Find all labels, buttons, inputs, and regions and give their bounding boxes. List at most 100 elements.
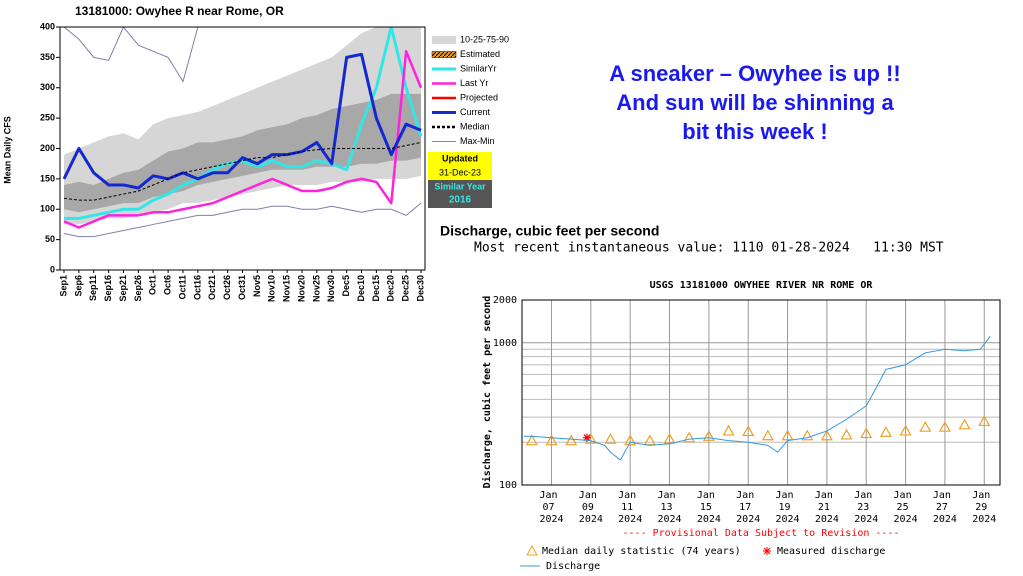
y-tick-label: 350 bbox=[40, 52, 55, 62]
legend-label: Measured discharge bbox=[777, 546, 885, 557]
y-tick-label: 200 bbox=[40, 143, 55, 153]
series-line bbox=[63, 202, 422, 238]
x-tick-label: Dec25 bbox=[401, 275, 411, 302]
y-tick-label: 250 bbox=[40, 113, 55, 123]
x-tick-line: Jan bbox=[657, 490, 681, 501]
median-marker bbox=[879, 426, 892, 437]
median-marker bbox=[525, 434, 538, 446]
x-tick-label: Sep26 bbox=[133, 275, 143, 302]
x-tick-line: 2024 bbox=[736, 514, 760, 525]
x-tick-line: 11 bbox=[621, 502, 639, 513]
x-tick-line: Jan bbox=[697, 490, 721, 501]
plot-layer bbox=[62, 27, 423, 238]
x-tick-label: Dec5 bbox=[341, 275, 351, 297]
x-tick-line: 2024 bbox=[618, 514, 642, 525]
x-tick-line: Jan bbox=[539, 490, 563, 501]
legend-swatch bbox=[763, 547, 771, 555]
x-tick-line: 2024 bbox=[815, 514, 839, 525]
x-tick-label: Oct31 bbox=[237, 275, 247, 300]
x-tick-label: Nov5 bbox=[252, 275, 262, 297]
chart-title: USGS 13181000 OWYHEE RIVER NR ROME OR bbox=[650, 280, 874, 291]
x-tick-line: 09 bbox=[582, 502, 600, 513]
x-tick-label: Dec30 bbox=[415, 275, 425, 302]
y-tick-label: 1000 bbox=[493, 338, 517, 349]
x-tick-label: Jan 19 2024 bbox=[776, 490, 800, 525]
series-line bbox=[62, 52, 422, 190]
series-line bbox=[63, 27, 199, 83]
legend-label: Discharge bbox=[546, 561, 600, 572]
x-tick-label: Dec20 bbox=[386, 275, 396, 302]
x-tick-label: Nov20 bbox=[296, 275, 306, 302]
plot-area bbox=[522, 300, 1000, 485]
x-tick-line: 27 bbox=[936, 502, 954, 513]
x-tick-label: Oct11 bbox=[177, 275, 187, 300]
y-axis-label: Mean Daily CFS bbox=[2, 116, 12, 184]
x-tick-label: Oct6 bbox=[163, 275, 173, 295]
x-tick-label: Jan 07 2024 bbox=[539, 490, 563, 525]
chart-title: 13181000: Owyhee R near Rome, OR bbox=[75, 4, 284, 18]
x-tick-label: Sep11 bbox=[88, 275, 98, 301]
annotation: Similar Year bbox=[434, 181, 486, 191]
x-tick-label: Dec15 bbox=[371, 275, 381, 302]
median-marker bbox=[565, 434, 578, 446]
x-tick-label: Sep21 bbox=[118, 275, 128, 302]
x-tick-line: 25 bbox=[897, 502, 915, 513]
x-tick-label: Jan 25 2024 bbox=[894, 490, 918, 525]
x-tick-line: 23 bbox=[857, 502, 875, 513]
similar-box bbox=[428, 180, 492, 208]
x-tick-label: Jan 09 2024 bbox=[579, 490, 603, 525]
x-tick-line: 2024 bbox=[972, 514, 996, 525]
x-tick-line: 2024 bbox=[776, 514, 800, 525]
y-tick-label: 300 bbox=[40, 82, 55, 92]
median-marker bbox=[761, 429, 774, 441]
x-tick-label: Jan 21 2024 bbox=[815, 490, 839, 525]
x-tick-label: Nov10 bbox=[267, 275, 277, 302]
median-marker bbox=[978, 415, 991, 427]
x-tick-line: Jan bbox=[972, 490, 996, 501]
x-tick-label: Dec10 bbox=[356, 275, 366, 302]
x-tick-line: 2024 bbox=[697, 514, 721, 525]
median-marker bbox=[781, 429, 794, 441]
x-tick-label: Jan 29 2024 bbox=[972, 490, 996, 525]
median-marker bbox=[938, 420, 951, 432]
x-tick-label: Oct16 bbox=[192, 275, 202, 300]
x-tick-line: 15 bbox=[700, 502, 718, 513]
legend-swatch bbox=[526, 544, 538, 556]
x-tick-line: 13 bbox=[660, 502, 678, 513]
recent-value: Most recent instantaneous value: 1110 01… bbox=[474, 241, 944, 256]
median-marker bbox=[722, 424, 735, 436]
legend-label: 10-25-75-90 bbox=[460, 34, 509, 44]
x-tick-label: Sep16 bbox=[103, 275, 113, 302]
y-tick-label: 100 bbox=[499, 480, 517, 491]
y-axis-label: Discharge, cubic feet per second bbox=[481, 296, 493, 489]
median-marker bbox=[624, 434, 637, 446]
legend-label: SimilarYr bbox=[460, 63, 497, 73]
x-tick-label: Sep6 bbox=[73, 275, 83, 297]
legend-label: Last Yr bbox=[460, 78, 488, 88]
discharge-heading: Discharge, cubic feet per second bbox=[440, 223, 659, 239]
note: ---- Provisional Data Subject to Revisio… bbox=[623, 528, 900, 539]
median-marker bbox=[840, 428, 853, 440]
x-tick-line: 07 bbox=[542, 502, 560, 513]
y-tick-label: 50 bbox=[45, 234, 55, 244]
median-marker bbox=[663, 432, 676, 444]
median-marker bbox=[958, 418, 971, 430]
legend-swatch bbox=[432, 36, 456, 44]
median-marker bbox=[820, 429, 833, 441]
series-line bbox=[63, 141, 422, 201]
median-marker bbox=[860, 427, 873, 439]
series-line bbox=[63, 50, 423, 229]
x-tick-label: Jan 23 2024 bbox=[854, 490, 878, 525]
legend-label: Max-Min bbox=[460, 136, 495, 146]
legend-label: Projected bbox=[460, 92, 498, 102]
median-marker bbox=[919, 420, 932, 432]
x-tick-label: Nov15 bbox=[282, 275, 292, 302]
y-tick-label: 0 bbox=[50, 264, 55, 274]
x-tick-label: Jan 27 2024 bbox=[933, 490, 957, 525]
x-tick-label: Sep1 bbox=[58, 275, 68, 297]
y-tick-label: 150 bbox=[40, 173, 55, 183]
median-marker bbox=[643, 434, 656, 446]
plot-border bbox=[59, 26, 426, 271]
median-marker bbox=[742, 425, 755, 437]
